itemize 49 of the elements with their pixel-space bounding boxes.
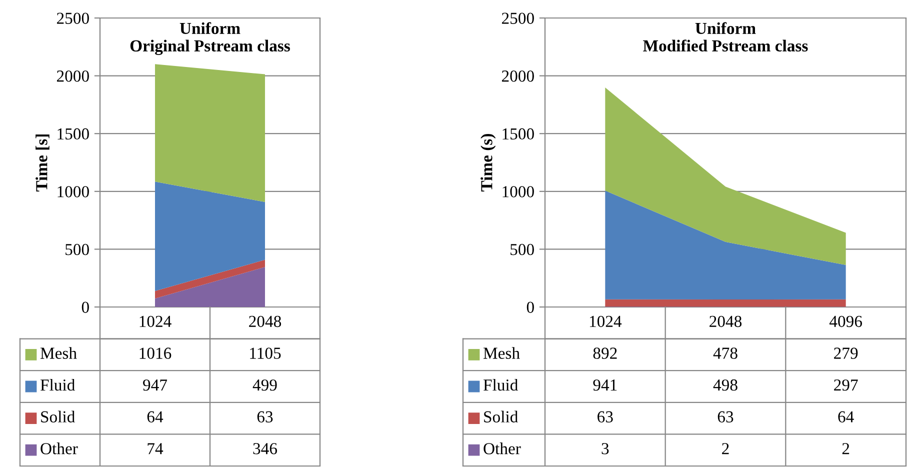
- data-label: 478: [713, 348, 738, 359]
- x-tick-label: 2048: [710, 316, 742, 328]
- y-tick-label: 1000: [502, 186, 534, 198]
- y-tick-label: 500: [66, 244, 89, 256]
- legend-label: Fluid: [483, 378, 518, 391]
- text: Uniform Modified Pstream class: [643, 22, 808, 52]
- data-label: 63: [257, 411, 273, 422]
- x-tick-label: 4096: [829, 316, 862, 328]
- legend-label: Solid: [41, 410, 75, 422]
- x-tick-label: 1024: [140, 316, 172, 328]
- y-tick-label: 1500: [58, 128, 89, 140]
- text: Uniform Original Pstream class: [130, 22, 290, 56]
- data-label: 941: [593, 379, 617, 391]
- y-tick-label: 2500: [502, 12, 534, 24]
- y-axis-title: Time [s]: [36, 134, 50, 192]
- y-tick-label: 1500: [502, 128, 534, 140]
- legend-label: Other: [40, 442, 78, 454]
- data-label: 64: [838, 411, 854, 422]
- data-label: 499: [252, 379, 277, 391]
- y-tick-label: 500: [510, 244, 534, 256]
- legend-label: Fluid: [40, 378, 75, 391]
- data-label: 63: [718, 411, 734, 422]
- y-tick-label: 2000: [56, 70, 89, 82]
- y-tick-label: 2500: [56, 12, 89, 24]
- legend-label: Other: [484, 442, 521, 454]
- data-label: 1105: [250, 348, 281, 359]
- data-label: 2: [842, 443, 850, 454]
- data-label: 63: [598, 411, 613, 422]
- y-tick-label: 0: [82, 302, 89, 313]
- data-label: 947: [143, 379, 168, 391]
- data-label: 2: [722, 443, 729, 454]
- data-label: 1016: [140, 348, 172, 359]
- data-label: 279: [834, 348, 858, 359]
- legend-label: Mesh: [483, 347, 520, 359]
- y-tick-label: 0: [526, 302, 534, 313]
- x-tick-label: 2048: [249, 316, 282, 328]
- legend-label: Solid: [484, 410, 518, 422]
- y-tick-label: 2000: [502, 70, 534, 82]
- y-tick-label: 1000: [58, 186, 89, 198]
- data-label: 498: [713, 379, 738, 391]
- data-label: 3: [602, 443, 609, 454]
- data-label: 74: [148, 443, 164, 454]
- data-label: 346: [253, 443, 278, 454]
- data-label: 64: [147, 411, 164, 422]
- data-label: 297: [834, 379, 858, 391]
- y-axis-title: Time (s): [480, 134, 496, 192]
- legend-label: Mesh: [40, 347, 77, 359]
- x-tick-label: 1024: [590, 316, 622, 328]
- data-label: 892: [593, 348, 617, 359]
